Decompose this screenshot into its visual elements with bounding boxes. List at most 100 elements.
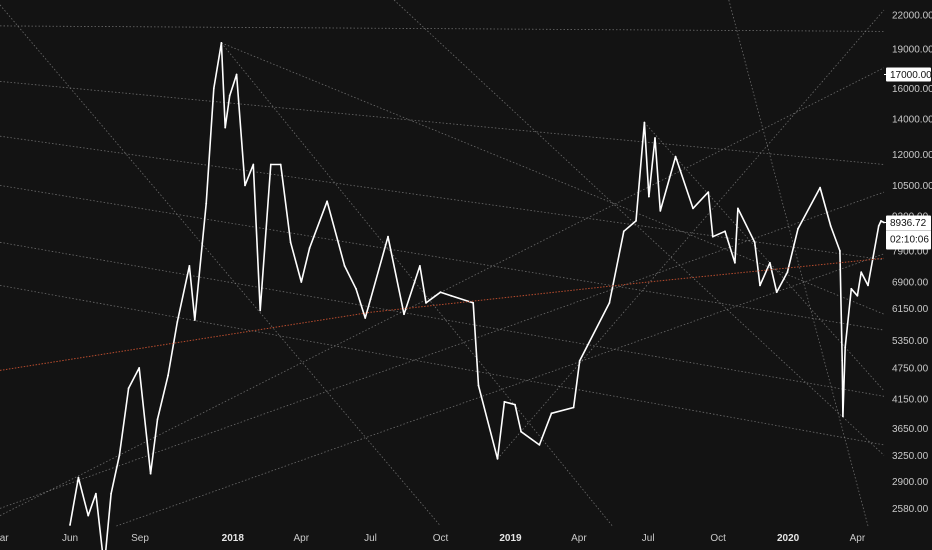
y-tick-label: 4150.00 — [892, 395, 929, 406]
y-tick-label: 6150.00 — [892, 304, 929, 315]
price-point — [127, 387, 130, 390]
x-tick-label: Oct — [710, 533, 726, 544]
price-point — [724, 230, 726, 233]
price-point — [753, 241, 756, 244]
price-point — [860, 271, 863, 274]
price-point — [496, 457, 499, 460]
price-point — [880, 220, 882, 222]
trendline-8[interactable] — [116, 253, 885, 527]
trendline-3[interactable] — [0, 241, 885, 397]
price-point — [734, 261, 736, 264]
price-point — [279, 163, 282, 166]
price-point — [87, 514, 90, 517]
price-point — [403, 313, 405, 316]
trendline-10[interactable] — [221, 42, 885, 315]
x-tick-label: Jul — [364, 533, 377, 544]
x-tick-label: Mar — [0, 533, 9, 544]
price-point — [308, 247, 311, 249]
price-point — [167, 374, 170, 377]
y-tick-label: 22000.00 — [892, 11, 932, 22]
price-point — [477, 384, 480, 387]
price-point — [674, 155, 677, 158]
price-point — [419, 265, 421, 267]
price-point — [711, 235, 714, 238]
price-point — [797, 227, 799, 230]
price-point — [95, 492, 97, 495]
price-axis[interactable]: 22000.00 19000.00 16000.00 14000.00 12000.00… — [892, 11, 932, 515]
price-point — [550, 412, 553, 415]
x-tick-label: Apr — [294, 533, 310, 544]
price-point — [364, 317, 367, 319]
price-tag-box — [886, 67, 931, 82]
trendline-7[interactable] — [0, 191, 885, 509]
price-point — [648, 195, 650, 198]
trendline-0[interactable] — [0, 81, 885, 165]
price-point — [819, 186, 821, 189]
price-point — [269, 163, 272, 166]
price-point — [867, 284, 869, 287]
price-point — [654, 137, 656, 139]
price-point — [514, 403, 516, 406]
price-point — [572, 406, 575, 409]
price-point — [775, 291, 778, 294]
price-point — [839, 250, 841, 252]
y-tick-label: 5350.00 — [892, 336, 929, 347]
price-point — [343, 265, 346, 267]
price-point — [355, 287, 357, 290]
time-axis[interactable]: Mar Jun Sep 2018 Apr Jul Oct 2019 Apr Jul Oct 2020 A… — [0, 533, 866, 544]
y-tick-label: 2900.00 — [892, 477, 929, 488]
x-tick-label: Apr — [850, 533, 866, 544]
x-tick-label: Oct — [433, 533, 449, 544]
price-point — [224, 126, 227, 129]
price-point — [450, 294, 452, 297]
price-tag-layer: 17000.00 8936.72 02:10:06 — [884, 67, 932, 250]
price-point — [387, 235, 389, 238]
x-tick-label: Sep — [131, 533, 149, 544]
y-tick-label: 19000.00 — [892, 44, 932, 55]
price-point — [578, 359, 581, 362]
price-point — [439, 291, 442, 294]
price-point — [300, 281, 303, 283]
price-point — [220, 42, 223, 44]
price-point — [69, 524, 71, 526]
price-point — [635, 220, 637, 222]
price-point — [110, 492, 112, 495]
y-tick-label: 3250.00 — [892, 451, 929, 462]
y-tick-label: 2580.00 — [892, 504, 929, 515]
y-tick-label: 14000.00 — [892, 115, 932, 126]
price-point — [149, 472, 152, 475]
price-point — [769, 261, 771, 264]
x-tick-label: Apr — [571, 533, 587, 544]
price-point — [252, 163, 255, 166]
price-point — [850, 287, 853, 290]
x-tick-label: 2020 — [777, 533, 800, 544]
price-point — [643, 121, 646, 124]
price-point — [193, 319, 196, 321]
price-point — [369, 298, 372, 301]
x-tick-label: Jun — [62, 533, 78, 544]
trendline-13[interactable] — [644, 122, 885, 392]
price-point — [737, 207, 739, 210]
trendline-14[interactable] — [497, 9, 885, 460]
price-tag-label: 17000.00 — [890, 70, 932, 81]
price-point — [77, 476, 80, 479]
x-tick-label: Jul — [642, 533, 655, 544]
price-point — [759, 284, 761, 287]
price-point — [877, 225, 880, 227]
y-tick-label: 10500.00 — [892, 181, 932, 192]
price-point — [212, 87, 215, 90]
price-point — [138, 367, 141, 369]
price-point — [622, 230, 625, 233]
price-point — [156, 418, 159, 421]
price-point — [235, 73, 238, 76]
price-point — [842, 415, 844, 418]
trendline-12[interactable] — [393, 0, 885, 456]
trendline-4[interactable] — [0, 285, 885, 446]
price-point — [786, 271, 789, 274]
price-point — [176, 321, 179, 323]
trendline-5[interactable] — [0, 25, 885, 32]
y-tick-label: 3650.00 — [892, 424, 929, 435]
price-point — [472, 302, 475, 304]
price-point — [538, 444, 541, 446]
